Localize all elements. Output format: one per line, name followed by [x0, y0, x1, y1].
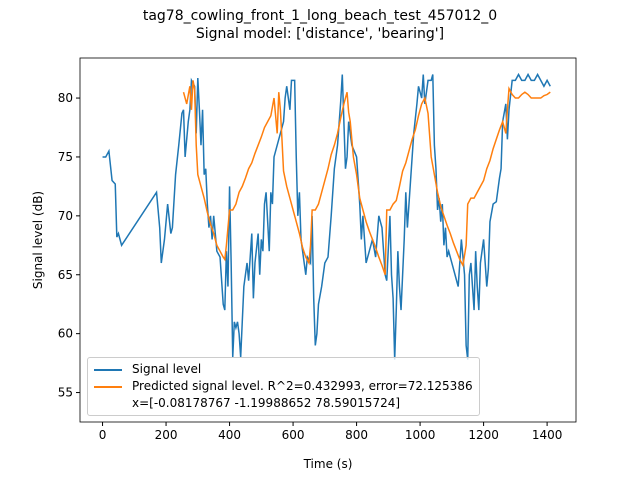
x-tick-label: 1200 [468, 428, 499, 442]
series-line [182, 80, 551, 275]
legend-entry: Predicted signal level. R^2=0.432993, er… [94, 378, 473, 412]
x-axis-label: Time (s) [303, 457, 353, 471]
y-tick-label: 65 [58, 268, 73, 282]
x-tick-label: 600 [282, 428, 305, 442]
legend: Signal level Predicted signal level. R^2=… [87, 357, 480, 416]
x-tick-label: 200 [155, 428, 178, 442]
legend-label: Signal level [132, 362, 202, 376]
chart-subtitle: Signal model: ['distance', 'bearing'] [196, 26, 444, 42]
y-tick-label: 55 [58, 386, 73, 400]
legend-entry: Signal level [94, 361, 473, 378]
x-tick-label: 1400 [532, 428, 563, 442]
y-tick-label: 70 [58, 209, 73, 223]
y-tick-label: 75 [58, 150, 73, 164]
legend-label: Predicted signal level. R^2=0.432993, er… [132, 379, 473, 410]
legend-swatch [94, 369, 122, 371]
x-tick-label: 400 [218, 428, 241, 442]
plot-frame [79, 57, 577, 423]
x-tick-label: 0 [99, 428, 107, 442]
series-line [102, 72, 551, 360]
x-tick-label: 1000 [405, 428, 436, 442]
chart-title: tag78_cowling_front_1_long_beach_test_45… [143, 8, 497, 24]
y-tick-label: 60 [58, 327, 73, 341]
legend-swatch [94, 386, 122, 388]
y-axis-label: Signal level (dB) [31, 191, 45, 289]
x-tick-label: 800 [345, 428, 368, 442]
y-tick-label: 80 [58, 91, 73, 105]
